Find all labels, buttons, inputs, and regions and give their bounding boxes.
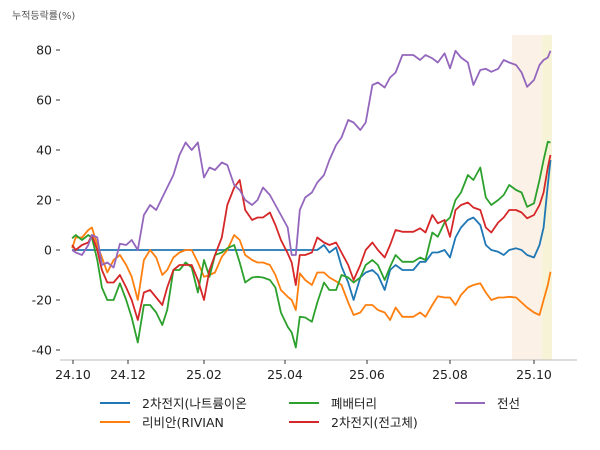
y-tick-label: -20 <box>32 293 52 308</box>
x-tick-label: 24.12 <box>110 367 146 382</box>
series-line-3 <box>71 154 552 321</box>
x-tick-label: 25.06 <box>349 367 385 382</box>
x-tick-label: 25.10 <box>516 367 552 382</box>
y-tick-label: 0 <box>44 243 52 258</box>
y-axis: -40 -20 0 20 40 60 80 <box>32 43 60 358</box>
series-line-4 <box>71 49 552 269</box>
y-tick-label: 80 <box>36 43 52 58</box>
x-tick-label: 25.04 <box>267 367 303 382</box>
y-tick-label: -40 <box>32 343 52 358</box>
x-tick-label: 25.08 <box>432 367 468 382</box>
series-line-1 <box>71 226 552 321</box>
series-line-2 <box>71 140 551 349</box>
x-tick-label: 24.10 <box>55 367 91 382</box>
y-axis-label: 누적등락률(%) <box>12 11 76 22</box>
y-tick-label: 20 <box>36 193 52 208</box>
series-line-0 <box>72 159 552 301</box>
x-axis: 24.10 24.12 25.02 25.04 25.06 25.08 25.10 <box>55 359 577 382</box>
y-tick-label: 40 <box>36 143 52 158</box>
y-tick-label: 60 <box>36 93 52 108</box>
x-tick-label: 25.02 <box>186 367 222 382</box>
highlight-band <box>511 35 543 360</box>
series-lines <box>71 49 552 349</box>
